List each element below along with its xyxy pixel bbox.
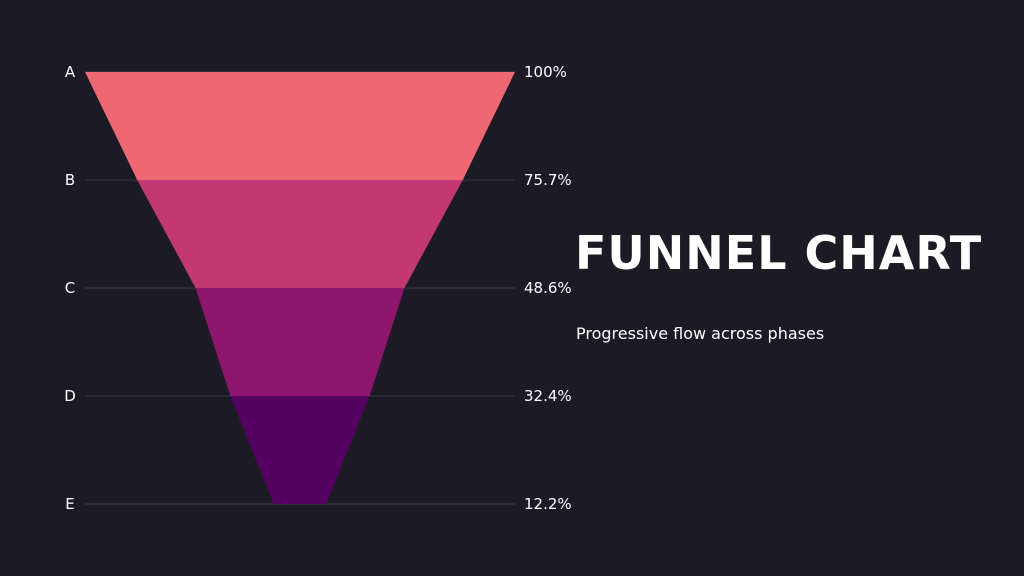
stage-label-c: C (65, 279, 75, 297)
stage-label-a: A (65, 63, 76, 81)
stage-label-b: B (65, 171, 75, 189)
value-label-c: 48.6% (524, 279, 572, 297)
chart-subtitle: Progressive flow across phases (576, 324, 825, 343)
stage-label-d: D (64, 387, 76, 405)
value-label-b: 75.7% (524, 171, 572, 189)
funnel-segment-a (85, 72, 515, 180)
value-label-d: 32.4% (524, 387, 572, 405)
stage-label-e: E (65, 495, 74, 513)
funnel-segment-b (137, 180, 463, 288)
funnel-segment-d (230, 396, 370, 504)
value-label-a: 100% (524, 63, 567, 81)
chart-title: FUNNEL CHART (575, 226, 983, 280)
funnel-segment-c (195, 288, 405, 396)
value-label-e: 12.2% (524, 495, 572, 513)
